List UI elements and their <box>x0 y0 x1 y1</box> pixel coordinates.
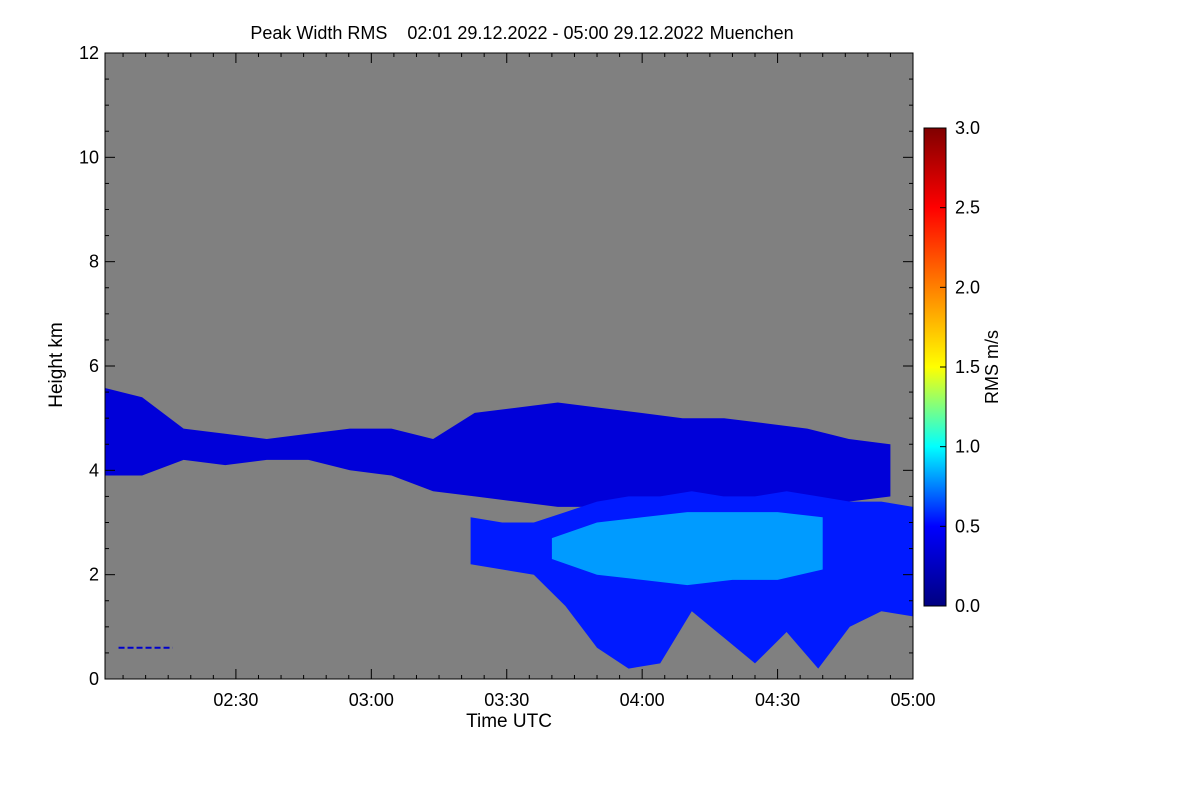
chart-title: Peak Width RMS 02:01 29.12.2022 - 05:00 2… <box>250 23 793 43</box>
x-tick-label: 05:00 <box>890 690 935 710</box>
heatmap-region-enhanced-core <box>551 512 823 586</box>
heatmap-region-upper-layer <box>105 388 891 507</box>
x-tick-label: 03:00 <box>349 690 394 710</box>
x-tick-label: 04:00 <box>620 690 665 710</box>
colorbar-label: RMS m/s <box>982 330 1002 404</box>
colorbar-tick-label: 1.0 <box>955 437 980 457</box>
colorbar-tick-label: 2.0 <box>955 277 980 297</box>
y-tick-label: 10 <box>79 147 99 167</box>
y-tick-label: 2 <box>89 565 99 585</box>
heatmap-layer <box>105 388 913 669</box>
colorbar-tick-label: 2.5 <box>955 198 980 218</box>
x-axis-label: Time UTC <box>466 711 552 732</box>
colorbar-tick-label: 0.5 <box>955 516 980 536</box>
colorbar-tick-label: 1.5 <box>955 357 980 377</box>
y-tick-label: 12 <box>79 43 99 63</box>
colorbar-tick-label: 0.0 <box>955 596 980 616</box>
x-tick-label: 02:30 <box>213 690 258 710</box>
axis-ticks: 02:30 03:00 03:30 04:00 04:30 05:00 0 2 4 6 8 10 12 <box>79 43 936 710</box>
y-tick-label: 0 <box>89 669 99 689</box>
x-tick-label: 04:30 <box>755 690 800 710</box>
y-tick-label: 8 <box>89 252 99 272</box>
y-tick-label: 6 <box>89 356 99 376</box>
y-axis-label: Height km <box>46 322 67 408</box>
x-tick-label: 03:30 <box>484 690 529 710</box>
colorbar-ticks: 0.0 0.5 1.0 1.5 2.0 2.5 3.0 <box>940 118 980 616</box>
colorbar-tick-label: 3.0 <box>955 118 980 138</box>
y-tick-label: 4 <box>89 460 99 480</box>
